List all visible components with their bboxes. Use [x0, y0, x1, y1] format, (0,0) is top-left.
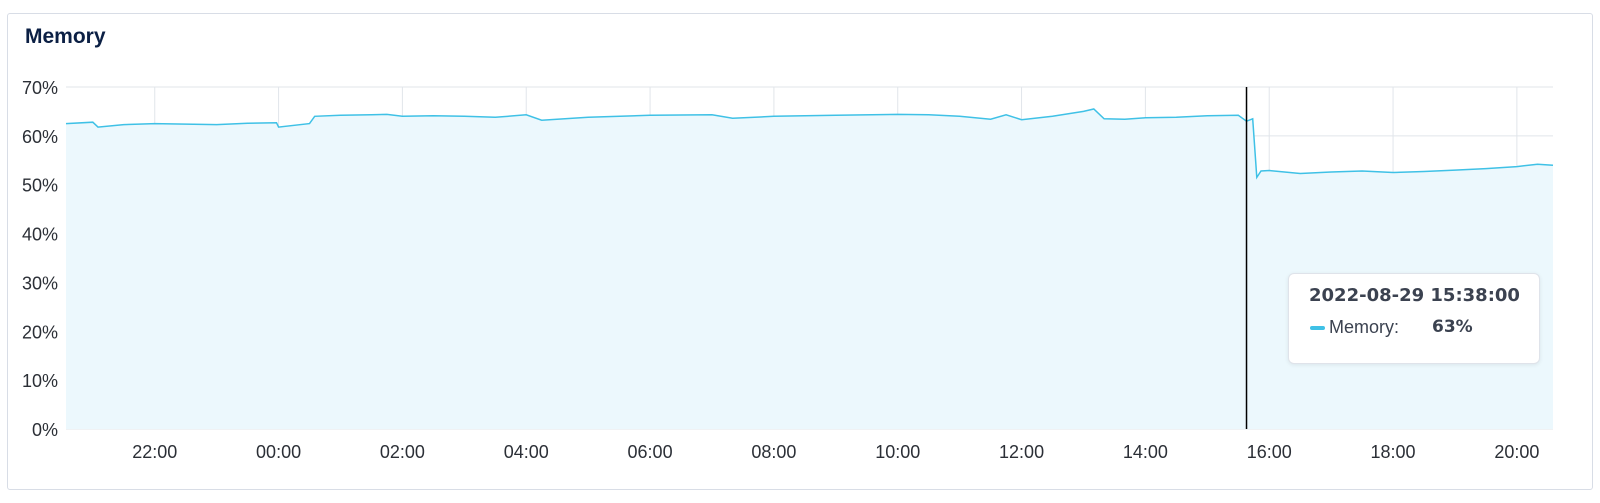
y-tick-label: 0% [32, 420, 58, 440]
y-tick-label: 60% [22, 127, 58, 147]
tooltip-timestamp: 2022-08-29 15:38:00 [1309, 285, 1520, 306]
x-tick-label: 22:00 [132, 442, 177, 462]
x-tick-label: 20:00 [1494, 442, 1539, 462]
memory-series-line [65, 108, 1554, 180]
x-tick-label: 08:00 [751, 442, 796, 462]
x-tick-label: 02:00 [380, 442, 425, 462]
y-tick-label: 20% [22, 322, 58, 342]
y-tick-label: 40% [22, 225, 58, 245]
x-tick-label: 06:00 [628, 442, 673, 462]
x-tick-label: 10:00 [875, 442, 920, 462]
x-tick-label: 18:00 [1371, 442, 1416, 462]
panel-title: Memory [25, 25, 106, 48]
tooltip-value: 63% [1432, 317, 1473, 337]
y-tick-label: 30% [22, 273, 58, 293]
y-tick-label: 10% [22, 371, 58, 391]
y-tick-label: 50% [22, 176, 58, 196]
x-tick-label: 16:00 [1247, 442, 1292, 462]
y-tick-label: 70% [22, 78, 58, 98]
x-tick-label: 14:00 [1123, 442, 1168, 462]
x-tick-label: 12:00 [999, 442, 1044, 462]
memory-area-fill [66, 109, 1553, 429]
tooltip-series-label: Memory: [1329, 317, 1400, 337]
chart-tooltip: 2022-08-29 15:38:00 Memory: 63% [1288, 273, 1540, 364]
x-tick-label: 04:00 [504, 442, 549, 462]
x-tick-label: 00:00 [256, 442, 301, 462]
tooltip-series-swatch [1310, 326, 1325, 330]
